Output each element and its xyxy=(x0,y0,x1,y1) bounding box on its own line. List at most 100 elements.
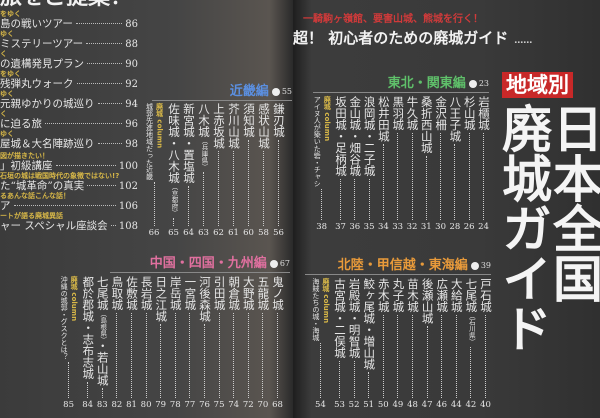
page-number: 83 xyxy=(96,400,108,410)
castle-note: （兵庫県） xyxy=(200,137,208,171)
item-row: た“城革命”の真実 102 xyxy=(0,180,138,192)
item-page: 94 xyxy=(125,99,138,110)
guide-title: 超！ 初心者のための廃城ガイド …… xyxy=(293,29,532,50)
page-number: 51 xyxy=(363,400,375,410)
castle-entry: 新宮城・置塩城 64 xyxy=(182,103,196,238)
big-title-haijo-guide: 廃城ガイド xyxy=(494,103,552,353)
item-row: ミステリーツアー 88 xyxy=(0,38,138,50)
section-page: 67 xyxy=(279,259,290,268)
list-item: をゆく 島の戦いツアー 86 xyxy=(0,10,138,30)
red-subtitle: 一騎駒ヶ嶺館、要害山城、熊城を行く！ xyxy=(303,14,483,25)
leader-dots xyxy=(153,182,155,226)
leader-dots xyxy=(218,312,220,398)
castle-name: 七尾城（石川県） xyxy=(464,278,478,346)
castle-name-text: 新宮城・置塩城 xyxy=(182,103,196,184)
section-title: 東北・関東編 xyxy=(387,76,466,91)
list-item: ートが語る廃城異話 ャー スペシャル座談会 108 xyxy=(0,212,138,232)
leader-dots xyxy=(454,144,456,220)
castle-name: 八木城（兵庫県） xyxy=(197,103,211,171)
leader-dots xyxy=(189,312,191,398)
item-row: 残弾丸ウォーク 92 xyxy=(0,78,138,90)
castle-entry: 一宮城 77 xyxy=(183,276,198,410)
item-row: 元親ゆかりの城巡り 94 xyxy=(0,98,138,110)
castle-entry: 苗木城 48 xyxy=(406,278,420,410)
page-number: 62 xyxy=(213,228,224,238)
item-title: ア xyxy=(0,200,11,212)
item-subtitle: 石垣の城は戦国時代の象徴ではない!? xyxy=(0,172,120,180)
castle-name: 桑折西山城 xyxy=(420,96,434,154)
column-entry: 廃城 column 沖縄の城郭・グスクとは？ 85 xyxy=(59,276,79,410)
left-page: 旅をご提案！ をゆく島の戦いツアー86ゆくミステリーツアー88くの遺構発見プラン… xyxy=(0,0,293,418)
column-entry: 廃城 column 海賊たちの城・海城 54 xyxy=(310,278,330,410)
castle-name-text: 八王子城 xyxy=(448,96,463,142)
castle-name-text: 須知城 xyxy=(242,103,256,138)
page-number: 48 xyxy=(407,400,418,410)
section-header: 北陸・甲信越・東海編 39 xyxy=(305,258,491,275)
castle-name: 都於郡城・志布志城 xyxy=(81,276,95,380)
item-page: 102 xyxy=(118,181,138,192)
leader-dots xyxy=(233,312,235,398)
castle-name-text: 日之江城 xyxy=(154,276,169,322)
castle-name-text: 佐敷城 xyxy=(125,276,139,311)
castle-name-text: 引田城 xyxy=(212,276,227,311)
leader-dots xyxy=(75,23,123,24)
castle-note: （島根県） xyxy=(98,310,107,340)
castle-entry: 金山城・畑谷城 36 xyxy=(348,96,362,232)
leader-dots xyxy=(247,312,249,398)
page-number: 68 xyxy=(272,400,283,410)
item-page: 98 xyxy=(125,139,138,150)
item-subtitle: ゆく xyxy=(0,30,14,38)
leader-dots xyxy=(218,151,219,226)
page-number: 78 xyxy=(169,400,181,410)
castle-entry: 金沢柵 30 xyxy=(434,96,448,232)
castle-entry: 五龍城 70 xyxy=(256,276,270,410)
castle-name-text: ・若山城 xyxy=(95,339,110,386)
item-row: に迫る旅 96 xyxy=(0,118,138,130)
column-entry: 廃城 column アイヌ人が築いた砦・チャシ 38 xyxy=(312,96,332,232)
item-title: に迫る旅 xyxy=(0,118,42,130)
castle-name-text: 岩櫃城 xyxy=(477,96,491,131)
leader-dots xyxy=(262,312,264,398)
list-item: くに迫る旅 96 xyxy=(0,110,138,130)
castle-entry: 広瀬城 46 xyxy=(435,278,449,410)
page-number: 42 xyxy=(465,400,477,410)
castle-name: 佐味城・八木城（京都府） xyxy=(167,103,181,216)
page-number: 33 xyxy=(392,222,404,232)
leader-dots xyxy=(173,218,174,226)
item-page: 106 xyxy=(118,201,138,212)
page-number: 24 xyxy=(478,222,489,232)
item-title: ミステリーツアー xyxy=(0,38,84,50)
item-title: 屋城＆大名陣跡巡り xyxy=(0,138,95,150)
item-page: 96 xyxy=(125,119,138,130)
page-number: 35 xyxy=(363,222,375,232)
page-number: 50 xyxy=(377,400,389,410)
castle-name-text: 松井田城 xyxy=(376,96,391,142)
page-number: 75 xyxy=(213,400,225,410)
castle-name-text: 古宮城・二俣城 xyxy=(333,278,347,359)
castle-entry: 上赤坂城 62 xyxy=(212,103,226,238)
leader-dots xyxy=(188,185,189,226)
leader-dots xyxy=(55,165,116,166)
item-row: 島の戦いツアー 86 xyxy=(0,18,138,30)
castle-name: 長岩城 xyxy=(140,276,154,311)
bullet-icon xyxy=(269,259,278,268)
castle-name: 七尾城（島根県）・若山城 xyxy=(95,276,110,386)
castle-name: 岸岳城 xyxy=(169,276,183,311)
castle-name-text: 一宮城 xyxy=(183,276,198,311)
castle-entry: 佐敷城 81 xyxy=(125,276,139,410)
castle-name-text: 後瀬山城 xyxy=(420,278,435,324)
leader-dots xyxy=(382,314,384,398)
castle-name: 八王子城 xyxy=(448,96,463,142)
bullet-icon xyxy=(271,87,280,96)
castle-name-text: 大野城 xyxy=(241,276,256,311)
page-number: 40 xyxy=(480,400,491,410)
leader-dots xyxy=(455,314,457,398)
column-text: 廃城 column アイヌ人が築いた砦・チャシ xyxy=(312,96,331,187)
item-page: 86 xyxy=(125,19,138,30)
leader-dots xyxy=(425,155,427,220)
castle-note: （石川県） xyxy=(467,312,476,346)
castle-name-text: 戸石城 xyxy=(479,278,493,313)
page-number: 65 xyxy=(168,228,179,238)
item-row: 屋城＆大名陣跡巡り 98 xyxy=(0,138,138,150)
leader-dots xyxy=(368,372,370,398)
